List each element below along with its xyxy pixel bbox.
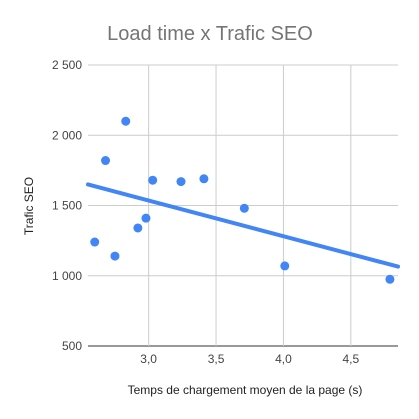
data-point: [176, 177, 186, 187]
x-axis-title: Temps de chargement moyen de la page (s): [128, 383, 363, 397]
trendline: [86, 182, 400, 269]
y-tick-label: 2 500: [52, 58, 82, 72]
x-tick-label: 3,0: [140, 352, 157, 366]
y-tick-label: 2 000: [52, 128, 82, 142]
chart-title: Load time x Trafic SEO: [107, 23, 313, 45]
data-point: [121, 116, 131, 126]
data-point: [199, 174, 209, 184]
trendline-layer: [86, 182, 400, 269]
data-point: [110, 251, 120, 261]
y-tick-label: 1 000: [52, 269, 82, 283]
grid: [88, 64, 398, 347]
data-points: [90, 116, 395, 284]
data-point: [385, 274, 395, 284]
data-point: [280, 261, 290, 271]
data-point: [90, 237, 100, 247]
data-point: [133, 223, 143, 233]
data-point: [101, 156, 111, 166]
x-tick-label: 3,5: [208, 352, 225, 366]
y-axis-title: Trafic SEO: [22, 177, 36, 235]
y-tick-label: 1 500: [52, 199, 82, 213]
data-point: [141, 213, 151, 223]
y-tick-label: 500: [62, 339, 82, 353]
data-point: [239, 203, 249, 213]
tick-labels: 500 1 000 1 500 2 000 2 500 3,0 3,5 4,0 4,5: [52, 58, 360, 366]
x-tick-label: 4,5: [342, 352, 359, 366]
x-tick-label: 4,0: [275, 352, 292, 366]
data-point: [148, 175, 158, 185]
